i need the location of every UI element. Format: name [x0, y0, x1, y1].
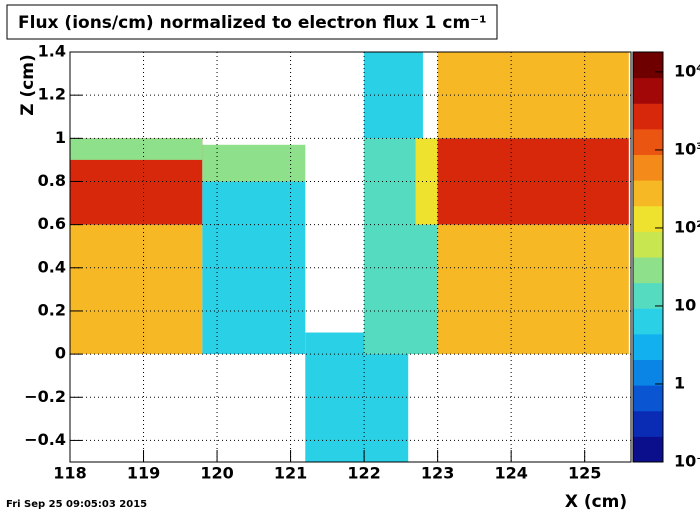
y-tick-label: −0.2	[24, 387, 66, 406]
colorbar-band	[633, 410, 663, 437]
y-axis-label: Z (cm)	[18, 54, 38, 116]
heatmap-cell	[437, 138, 629, 225]
colorbar-band	[633, 180, 663, 207]
chart-title: Flux (ions/cm) normalized to electron fl…	[18, 13, 487, 33]
colorbar-band	[633, 52, 663, 79]
timestamp: Fri Sep 25 09:05:03 2015	[6, 499, 147, 510]
heatmap-cell	[364, 52, 423, 139]
colorbar-tick-label: 1	[674, 373, 685, 392]
colorbar-tick-label: 10³	[674, 139, 700, 158]
y-tick-label: 0.2	[38, 300, 66, 319]
y-tick-label: 0.4	[38, 257, 66, 276]
y-tick-label: 1	[55, 128, 66, 147]
heatmap-cell	[70, 138, 203, 160]
heatmap-cell	[437, 52, 629, 139]
title-box	[6, 4, 498, 40]
colorbar-tick-label: 10⁻¹	[674, 452, 700, 471]
y-tick-label: 0.8	[38, 171, 66, 190]
colorbar-tick-label: 10	[674, 295, 696, 314]
heatmap-cell	[202, 144, 306, 182]
y-tick-label: 1.4	[38, 42, 66, 61]
x-tick-label: 118	[53, 464, 86, 483]
colorbar-band	[633, 154, 663, 181]
colorbar-band	[633, 77, 663, 104]
x-tick-label: 122	[347, 464, 380, 483]
heatmap-cell	[70, 224, 203, 355]
x-tick-label: 124	[494, 464, 527, 483]
x-axis-label: X (cm)	[565, 492, 627, 512]
x-tick-label: 119	[127, 464, 160, 483]
colorbar-band	[633, 231, 663, 258]
y-tick-label: 0.6	[38, 214, 66, 233]
colorbar-band	[633, 128, 663, 155]
colorbar-band	[633, 282, 663, 309]
colorbar-frame	[632, 51, 664, 463]
x-tick-label: 120	[200, 464, 233, 483]
colorbar-band	[633, 257, 663, 284]
colorbar-band	[633, 308, 663, 335]
colorbar-band	[633, 103, 663, 130]
colorbar-tick-label: 10²	[674, 217, 700, 236]
x-tick-label: 125	[568, 464, 601, 483]
x-tick-label: 123	[421, 464, 454, 483]
colorbar-band	[633, 436, 663, 463]
x-tick-label: 121	[274, 464, 307, 483]
y-tick-label: 0	[55, 344, 66, 363]
heatmap-cell	[437, 224, 629, 355]
heatmap-cell	[202, 181, 306, 355]
colorbar-tick-label: 10⁴	[674, 61, 700, 80]
plot-frame	[69, 51, 632, 463]
y-tick-label: 1.2	[38, 85, 66, 104]
colorbar-band	[633, 333, 663, 360]
y-tick-label: −0.4	[24, 430, 66, 449]
colorbar-band	[633, 385, 663, 412]
colorbar-band	[633, 359, 663, 386]
